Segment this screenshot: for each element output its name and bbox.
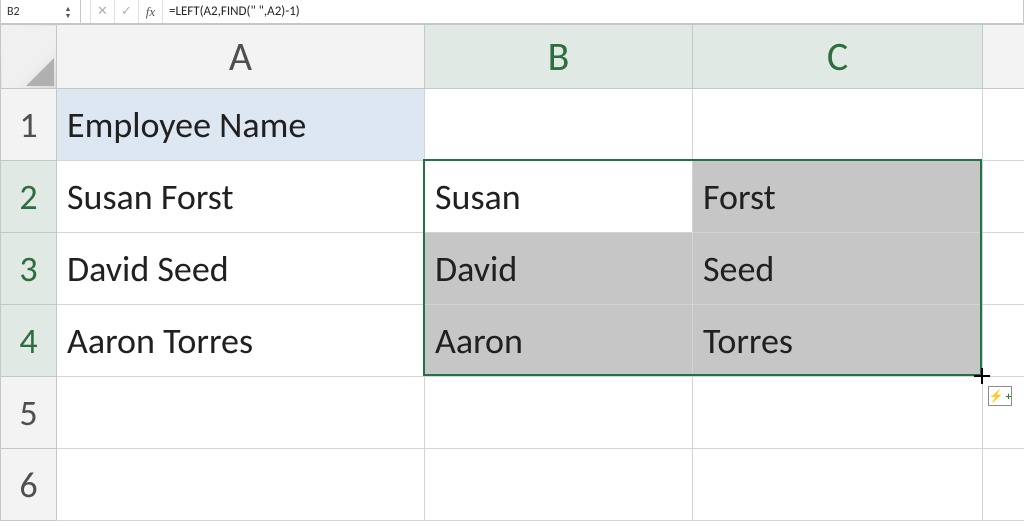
column-header-B[interactable]: B [425, 25, 693, 89]
cell-B4[interactable]: Aaron [425, 305, 693, 377]
row-header-4[interactable]: 4 [1, 305, 57, 377]
accept-formula-button[interactable]: ✓ [115, 0, 139, 23]
flash-fill-options-button[interactable]: ⚡+ [988, 386, 1012, 406]
cell-D3[interactable] [983, 233, 1024, 305]
cell-C3[interactable]: Seed [693, 233, 983, 305]
cell-D4[interactable] [983, 305, 1024, 377]
cell-C1[interactable] [693, 89, 983, 161]
column-header-A[interactable]: A [57, 25, 425, 89]
fx-icon: fx [146, 4, 155, 20]
cell-A2[interactable]: Susan Forst [57, 161, 425, 233]
cell-A6[interactable] [57, 449, 425, 521]
name-box-value: B2 [7, 5, 62, 19]
cell-A4[interactable]: Aaron Torres [57, 305, 425, 377]
cell-A5[interactable] [57, 377, 425, 449]
cell-C2[interactable]: Forst [693, 161, 983, 233]
cell-D1[interactable] [983, 89, 1024, 161]
cell-B6[interactable] [425, 449, 693, 521]
cancel-icon: ✕ [97, 4, 108, 19]
name-box[interactable]: B2 ▲ ▼ [1, 0, 81, 23]
cancel-formula-button[interactable]: ✕ [91, 0, 115, 23]
column-header-next[interactable] [983, 25, 1024, 89]
cell-A1[interactable]: Employee Name [57, 89, 425, 161]
cell-C6[interactable] [693, 449, 983, 521]
cell-A3[interactable]: David Seed [57, 233, 425, 305]
cell-B1[interactable] [425, 89, 693, 161]
formula-bar: B2 ▲ ▼ ✕ ✓ fx =LEFT(A2,FIND(" ",A2)-1) [0, 0, 1024, 24]
row-header-3[interactable]: 3 [1, 233, 57, 305]
select-all-corner[interactable] [1, 25, 57, 89]
formula-text: =LEFT(A2,FIND(" ",A2)-1) [169, 4, 300, 19]
row-header-1[interactable]: 1 [1, 89, 57, 161]
row-header-2[interactable]: 2 [1, 161, 57, 233]
cell-B3[interactable]: David [425, 233, 693, 305]
cell-D2[interactable] [983, 161, 1024, 233]
cell-C5[interactable] [693, 377, 983, 449]
cell-B5[interactable] [425, 377, 693, 449]
cell-B2[interactable]: Susan [425, 161, 693, 233]
row-header-5[interactable]: 5 [1, 377, 57, 449]
separator [81, 0, 91, 23]
cell-D6[interactable] [983, 449, 1024, 521]
insert-function-button[interactable]: fx [139, 0, 163, 23]
name-box-stepper[interactable]: ▲ ▼ [62, 5, 74, 19]
flash-fill-bolt-icon: ⚡ [989, 389, 1004, 404]
stepper-down-icon[interactable]: ▼ [65, 12, 72, 19]
column-header-C[interactable]: C [693, 25, 983, 89]
worksheet[interactable]: A B C 1 Employee Name 2 Susan Forst Susa… [0, 24, 1024, 521]
grid: A B C 1 Employee Name 2 Susan Forst Susa… [0, 24, 1024, 521]
row-header-6[interactable]: 6 [1, 449, 57, 521]
cell-C4[interactable]: Torres [693, 305, 983, 377]
formula-input[interactable]: =LEFT(A2,FIND(" ",A2)-1) [163, 0, 1023, 23]
flash-fill-plus-icon: + [1006, 390, 1011, 403]
accept-icon: ✓ [121, 4, 132, 19]
